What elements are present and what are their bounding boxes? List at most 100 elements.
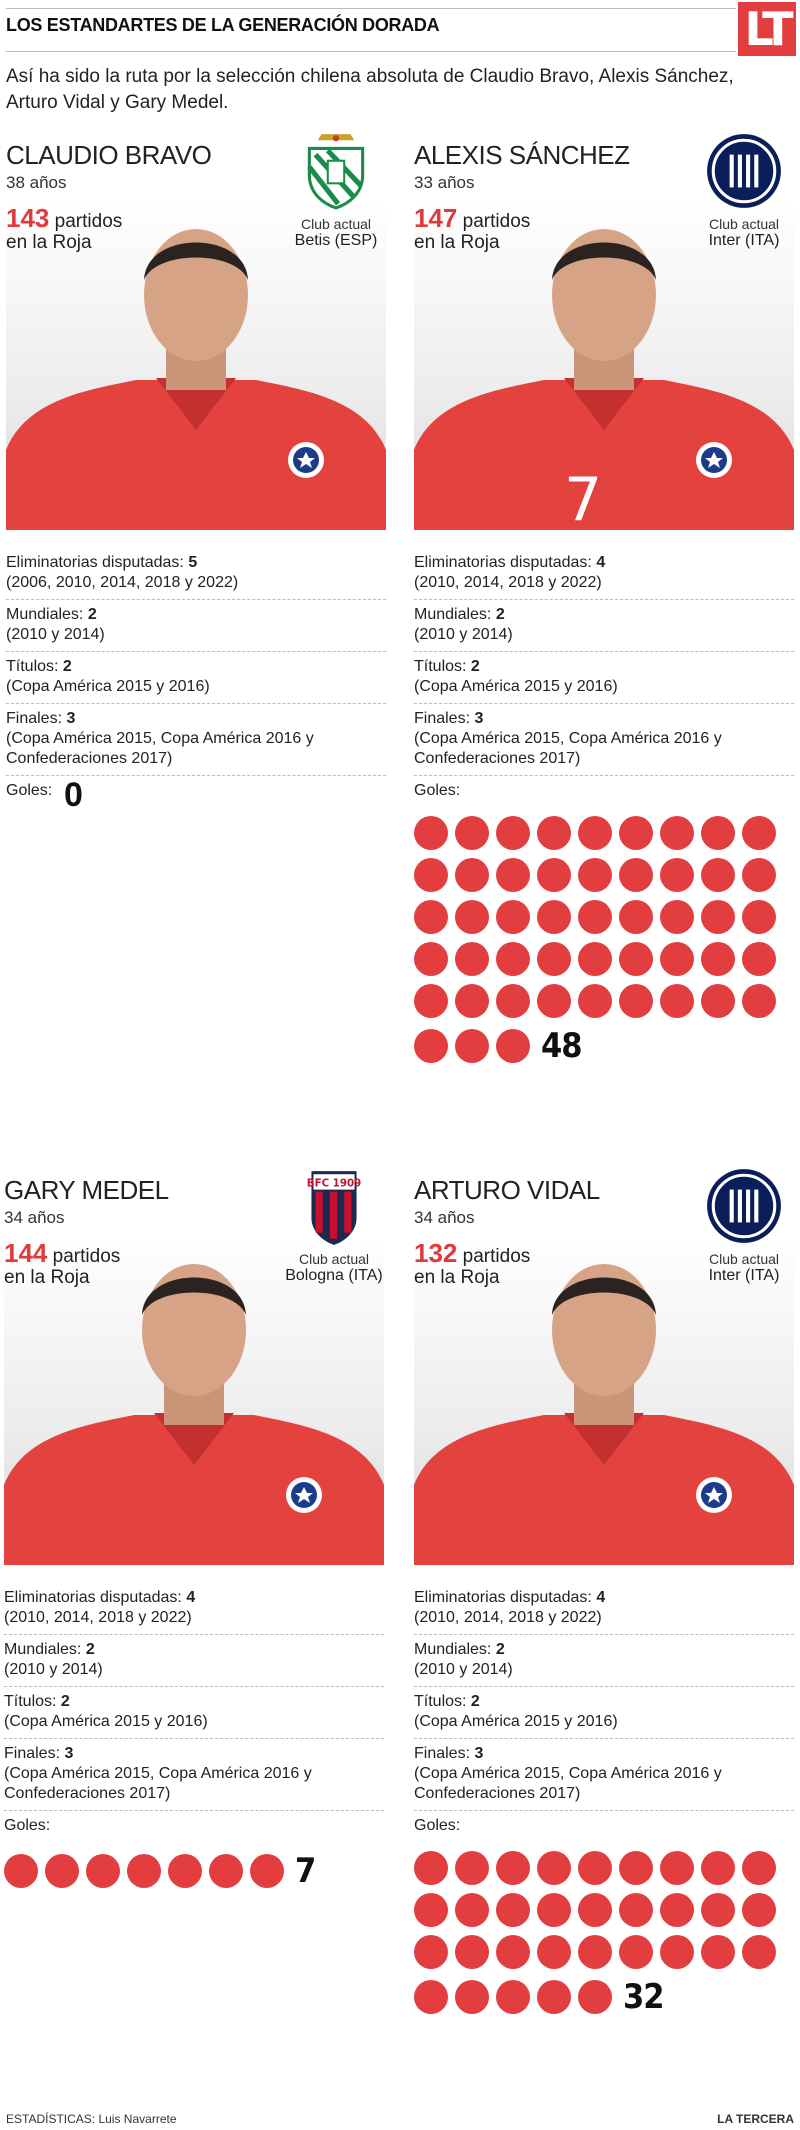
- stat-detail: (2010 y 2014): [6, 626, 105, 643]
- stat-label: Eliminatorias disputadas:: [4, 1589, 182, 1606]
- stat-value: 3: [474, 1745, 484, 1762]
- goal-dot: [619, 1851, 653, 1885]
- goal-dot: [660, 858, 694, 892]
- stat-label: Eliminatorias disputadas:: [6, 554, 184, 571]
- player-name: ALEXIS SÁNCHEZ: [414, 140, 630, 170]
- stat-finales: Finales: 3 (Copa América 2015, Copa Amér…: [6, 704, 386, 776]
- goal-dot: [619, 942, 653, 976]
- goal-dot: [619, 1935, 653, 1969]
- stat-label: Eliminatorias disputadas:: [414, 1589, 592, 1606]
- matches-suffix: partidos: [462, 1246, 531, 1267]
- player-photo: [4, 1235, 384, 1565]
- player-age: 38 años: [6, 173, 67, 192]
- stat-label: Títulos:: [414, 1693, 467, 1710]
- goal-dot: [660, 942, 694, 976]
- matches-line2: en la Roja: [6, 232, 92, 253]
- stat-detail: (Copa América 2015 y 2016): [4, 1713, 208, 1730]
- player-name: ARTURO VIDAL: [414, 1175, 600, 1205]
- goal-dot: [414, 1980, 448, 2014]
- goal-dot: [455, 984, 489, 1018]
- goal-dot: [742, 1851, 776, 1885]
- stat-label: Mundiales:: [6, 606, 84, 623]
- goal-dot: [742, 942, 776, 976]
- goal-dot: [537, 1893, 571, 1927]
- current-club: Club actual Betis (ESP): [280, 130, 392, 250]
- stat-titulos: Títulos: 2 (Copa América 2015 y 2016): [414, 652, 794, 704]
- player-photo: [6, 200, 386, 530]
- goals-number: 7: [295, 1851, 316, 1891]
- goal-dot: [619, 984, 653, 1018]
- stat-detail: (2010 y 2014): [4, 1661, 103, 1678]
- stat-detail: (Copa América 2015, Copa América 2016 y …: [414, 1765, 722, 1802]
- goal-dot: [496, 1935, 530, 1969]
- stat-value: 4: [186, 1589, 196, 1606]
- goal-dot: [578, 1893, 612, 1927]
- stat-eliminatorias: Eliminatorias disputadas: 4 (2010, 2014,…: [414, 1583, 794, 1635]
- stat-label: Mundiales:: [4, 1641, 82, 1658]
- matches-suffix: partidos: [54, 211, 123, 232]
- stat-goles: Goles: 32: [414, 1811, 794, 2025]
- stat-value: 2: [87, 606, 97, 623]
- goal-dot: [578, 816, 612, 850]
- stat-label: Goles:: [414, 1817, 461, 1834]
- goal-dot: [701, 816, 735, 850]
- matches-number: 132: [414, 1238, 458, 1268]
- goal-dot: [250, 1854, 284, 1888]
- club-name: Inter (ITA): [708, 1267, 780, 1284]
- goal-dot: [455, 1851, 489, 1885]
- goal-dot: [414, 1893, 448, 1927]
- player-stats: Eliminatorias disputadas: 4 (2010, 2014,…: [4, 1583, 384, 1899]
- matches-suffix: partidos: [462, 211, 531, 232]
- goal-dot: [742, 900, 776, 934]
- goal-dot: [578, 984, 612, 1018]
- stat-eliminatorias: Eliminatorias disputadas: 5 (2006, 2010,…: [6, 548, 386, 600]
- goal-dot: [578, 1935, 612, 1969]
- stat-detail: (2010, 2014, 2018 y 2022): [4, 1609, 192, 1626]
- stat-goles: Goles: 48: [414, 776, 794, 1074]
- player-stats: Eliminatorias disputadas: 4 (2010, 2014,…: [414, 1583, 794, 2025]
- goal-dot: [537, 1851, 571, 1885]
- player-age: 33 años: [414, 173, 475, 192]
- stat-titulos: Títulos: 2 (Copa América 2015 y 2016): [6, 652, 386, 704]
- stat-titulos: Títulos: 2 (Copa América 2015 y 2016): [414, 1687, 794, 1739]
- goals-dot-grid: 48: [414, 816, 794, 1074]
- stat-titulos: Títulos: 2 (Copa América 2015 y 2016): [4, 1687, 384, 1739]
- matches-line2: en la Roja: [4, 1267, 90, 1288]
- player-stats: Eliminatorias disputadas: 5 (2006, 2010,…: [6, 548, 386, 816]
- current-club: Club actual Inter (ITA): [688, 1165, 800, 1285]
- stat-label: Títulos:: [6, 658, 59, 675]
- goal-dot: [455, 942, 489, 976]
- stat-value: 4: [596, 1589, 606, 1606]
- matches-count: 147 partidos en la Roja: [414, 205, 531, 253]
- goal-dot: [619, 900, 653, 934]
- goal-dot: [496, 858, 530, 892]
- player-name: CLAUDIO BRAVO: [6, 140, 212, 170]
- goal-dot: [45, 1854, 79, 1888]
- goal-dot: [660, 1893, 694, 1927]
- stat-eliminatorias: Eliminatorias disputadas: 4 (2010, 2014,…: [414, 548, 794, 600]
- goal-dot: [414, 1029, 448, 1063]
- goal-dot: [619, 1893, 653, 1927]
- stat-value: 2: [85, 1641, 95, 1658]
- stat-mundiales: Mundiales: 2 (2010 y 2014): [6, 600, 386, 652]
- footer-brand: LA TERCERA: [717, 2112, 794, 2126]
- stat-finales: Finales: 3 (Copa América 2015, Copa Amér…: [414, 704, 794, 776]
- goal-dot: [209, 1854, 243, 1888]
- goal-dot: [496, 1029, 530, 1063]
- stat-value: 3: [474, 710, 484, 727]
- stat-label: Goles:: [4, 1817, 51, 1834]
- goal-dot: [4, 1854, 38, 1888]
- goal-dot: [742, 984, 776, 1018]
- stat-label: Finales:: [414, 1745, 471, 1762]
- club-name: Inter (ITA): [708, 232, 780, 249]
- goal-dot: [414, 816, 448, 850]
- goal-dot: [414, 1935, 448, 1969]
- goal-dot: [168, 1854, 202, 1888]
- matches-line2: en la Roja: [414, 232, 500, 253]
- player-photo: [414, 1235, 794, 1565]
- stat-label: Mundiales:: [414, 1641, 492, 1658]
- goal-dot: [742, 816, 776, 850]
- goals-dot-grid: 32: [414, 1851, 794, 2025]
- goal-dot: [537, 816, 571, 850]
- stat-value: 2: [470, 658, 480, 675]
